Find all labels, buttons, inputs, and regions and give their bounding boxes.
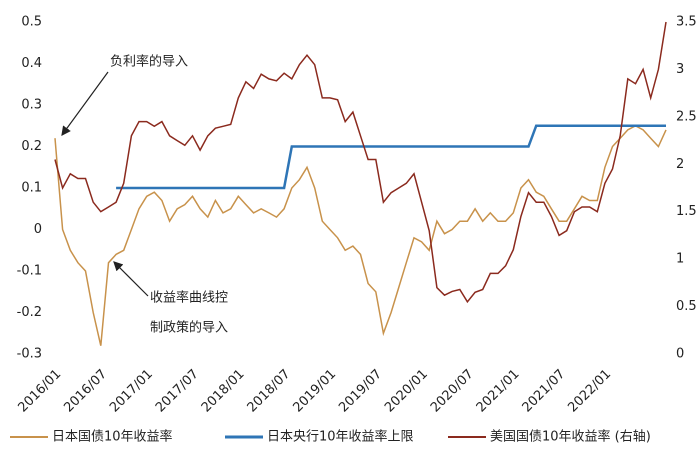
x-tick-label: 2016/01 [16,367,65,416]
legend-label: 日本央行10年收益率上限 [267,429,414,445]
x-tick-label: 2018/01 [199,367,248,416]
y2-tick-label: 2 [676,157,684,172]
annotation: 负利率的导入 [110,54,188,70]
x-tick-label: 2017/07 [153,367,202,416]
x-tick-label: 2021/01 [474,367,523,416]
annotation: 收益率曲线控 [150,290,228,306]
legend-label: 美国国债10年收益率 (右轴) [490,429,651,445]
legend-label: 日本国债10年收益率 [52,429,173,445]
y2-tick-label: 0.5 [676,299,697,314]
x-tick-label: 2019/01 [290,367,339,416]
y-tick-label: 0.5 [21,15,42,30]
y2-tick-label: 0 [676,347,684,362]
series-line [54,21,667,304]
y-tick-label: 0.2 [21,139,42,154]
x-tick-label: 2021/07 [520,367,569,416]
y-tick-label: -0.1 [17,264,42,279]
y2-tick-label: 1 [676,252,684,267]
y2-tick-label: 2.5 [676,109,697,124]
x-tick-label: 2022/01 [565,367,614,416]
annotation-arrow [61,71,109,136]
series-line [116,124,666,190]
x-tick-label: 2017/01 [107,367,156,416]
y2-tick-label: 1.5 [676,204,697,219]
annotation-arrow [113,261,149,297]
x-tick-label: 2016/07 [61,367,110,416]
x-tick-label: 2019/07 [336,367,385,416]
annotation: 制政策的导入 [150,320,228,336]
y-tick-label: 0.3 [21,98,42,113]
y-tick-label: -0.3 [17,347,42,362]
y2-tick-label: 3 [676,62,684,77]
x-tick-label: 2020/07 [428,367,477,416]
x-tick-label: 2018/07 [245,367,294,416]
y-tick-label: 0 [34,222,42,237]
series-line [54,124,667,346]
y-tick-label: 0.1 [21,181,42,196]
y-tick-label: -0.2 [17,305,42,320]
x-tick-label: 2020/01 [382,367,431,416]
y-tick-label: 0.4 [21,56,42,71]
y2-tick-label: 3.5 [676,15,697,30]
